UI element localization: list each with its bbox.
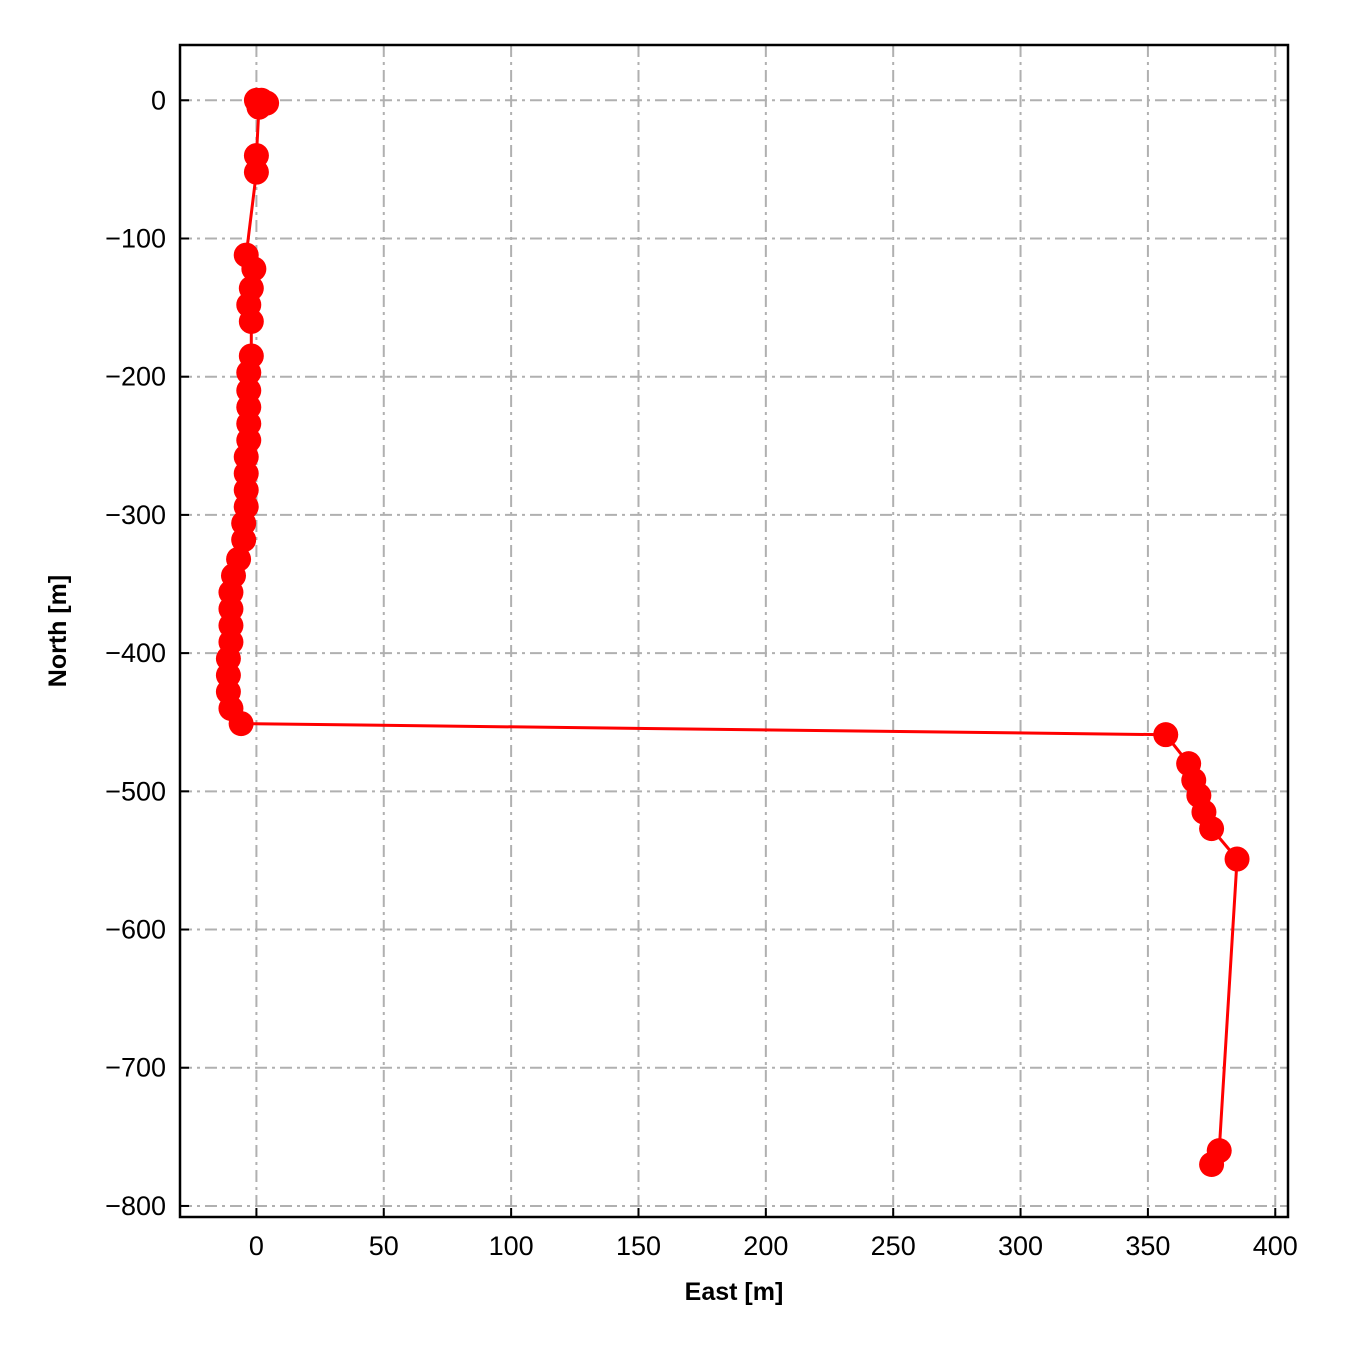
trajectory-point [1224,846,1250,872]
trajectory-point [231,527,257,553]
x-tick-label: 0 [249,1231,264,1261]
trajectory-point [246,94,272,120]
y-tick-label: 0 [151,85,166,115]
y-tick-label: −600 [105,915,166,945]
x-tick-label: 200 [743,1231,788,1261]
y-tick-label: −400 [105,638,166,668]
x-tick-label: 250 [871,1231,916,1261]
series-layer [215,87,1250,1177]
y-tick-label: −800 [105,1191,166,1221]
trajectory-point [1199,1151,1225,1177]
trajectory-point [228,711,254,737]
trajectory-point [241,256,267,282]
y-tick-label: −200 [105,362,166,392]
x-tick-label: 100 [489,1231,534,1261]
y-axis-title: North [m] [44,575,72,687]
y-tick-label: −300 [105,500,166,530]
x-tick-label: 350 [1125,1231,1170,1261]
ticks [180,99,1277,1217]
x-tick-label: 400 [1253,1231,1298,1261]
x-axis-title: East [m] [685,1278,784,1306]
tick-labels: 0 50 100 150 200 250 300 350 400 0 −100 −200 −300 −40… [105,85,1298,1261]
y-tick-label: −700 [105,1053,166,1083]
x-tick-label: 150 [616,1231,661,1261]
trajectory-point [236,360,262,386]
y-tick-label: −100 [105,223,166,253]
x-tick-label: 300 [998,1231,1043,1261]
trajectory-point [1153,722,1179,748]
grid [180,45,1288,1217]
trajectory-point [238,308,264,334]
y-tick-label: −500 [105,776,166,806]
trajectory-point [1199,816,1225,842]
x-tick-label: 50 [369,1231,399,1261]
trajectory-point [243,159,269,185]
plot-frame [178,43,1290,1219]
